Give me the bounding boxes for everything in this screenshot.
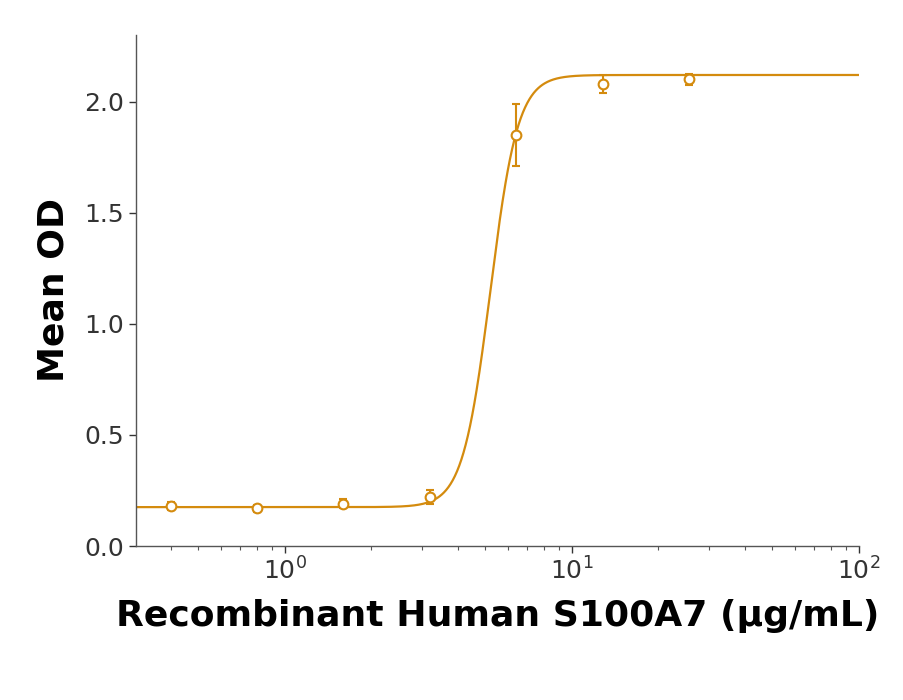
Y-axis label: Mean OD: Mean OD — [36, 199, 70, 382]
X-axis label: Recombinant Human S100A7 (μg/mL): Recombinant Human S100A7 (μg/mL) — [116, 599, 878, 633]
